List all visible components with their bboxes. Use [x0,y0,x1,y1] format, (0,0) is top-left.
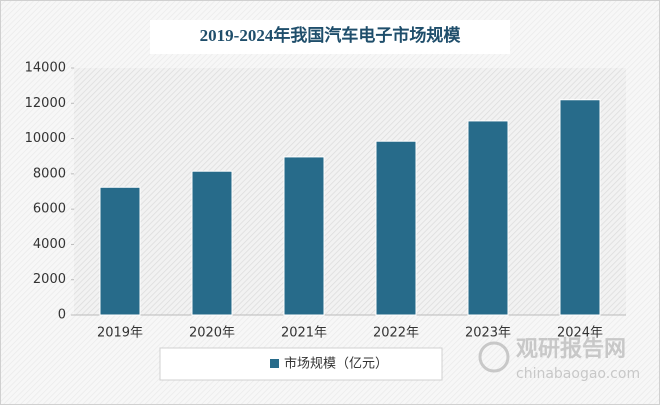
x-tick-label: 2022年 [373,326,419,341]
x-tick-label: 2019年 [97,326,143,341]
chart-title: 2019-2024年我国汽车电子市场规模 [200,25,462,45]
y-tick-label: 0 [58,308,66,323]
y-tick-label: 4000 [33,237,66,252]
y-tick-label: 14000 [25,61,66,76]
x-tick-label: 2021年 [281,326,327,341]
y-tick-label: 10000 [25,131,66,146]
watermark-logo [478,341,510,373]
watermark-url: chinabaogao.com [516,366,640,382]
x-tick-label: 2023年 [465,326,511,341]
title-box [150,20,510,54]
bar [467,120,509,316]
legend-swatch [270,359,279,368]
plot-area [74,68,626,315]
x-tick-label: 2020年 [189,326,235,341]
legend: 市场规模（亿元） [270,356,388,372]
y-tick-label: 8000 [33,166,66,181]
y-tick-label: 6000 [33,202,66,217]
bar [191,170,233,316]
legend-label: 市场规模（亿元） [284,356,388,372]
legend-box [159,347,443,381]
watermark-name: 观研报告网 [516,337,626,362]
bar [283,156,325,316]
bar [559,99,601,316]
x-tick-label: 2024年 [557,326,603,341]
bar [99,186,141,316]
bar [375,140,417,316]
y-tick-label: 2000 [33,272,66,287]
plot: 0 2000 4000 6000 8000 10000 12000 14000 2019年 202… [25,61,626,341]
y-tick-label: 12000 [25,96,66,111]
